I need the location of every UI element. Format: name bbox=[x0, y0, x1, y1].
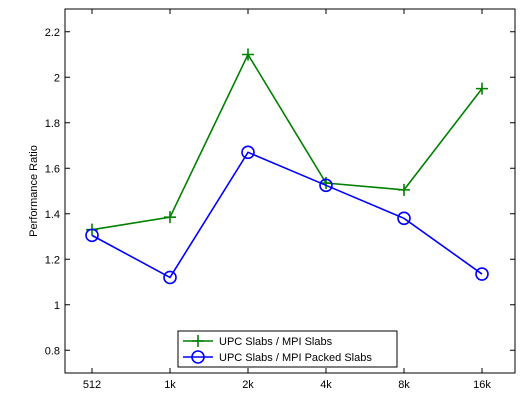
data-point bbox=[242, 48, 254, 61]
data-point bbox=[476, 82, 488, 95]
data-point bbox=[163, 270, 177, 285]
data-point bbox=[475, 267, 489, 281]
series-layer bbox=[85, 48, 489, 285]
plot-area bbox=[64, 8, 516, 374]
x-tick-label: 1k bbox=[164, 379, 176, 391]
legend-marker bbox=[192, 335, 204, 347]
y-tick-label: 1.4 bbox=[45, 209, 60, 221]
x-tick-label: 4k bbox=[320, 379, 332, 391]
y-tick-label: 2.2 bbox=[45, 27, 60, 39]
legend-label: UPC Slabs / MPI Packed Slabs bbox=[219, 352, 372, 364]
x-axis-ticks: 512 1k 2k 4k 8k 16k bbox=[83, 9, 491, 391]
data-point bbox=[241, 145, 255, 160]
y-axis-label: Performance Ratio bbox=[28, 145, 40, 237]
x-tick-label: 8k bbox=[398, 379, 410, 391]
data-point bbox=[397, 211, 411, 226]
data-point bbox=[398, 183, 410, 196]
legend-entry: UPC Slabs / MPI Slabs bbox=[183, 335, 333, 348]
x-tick-label: 16k bbox=[473, 379, 491, 391]
data-point bbox=[164, 211, 176, 224]
x-tick-label: 512 bbox=[83, 379, 101, 391]
series-1 bbox=[86, 48, 488, 236]
legend-entry: UPC Slabs / MPI Packed Slabs bbox=[183, 350, 372, 364]
legend: UPC Slabs / MPI Slabs UPC Slabs / MPI Pac… bbox=[177, 330, 398, 368]
y-axis-ticks: 0.8 1 1.2 1.4 1.6 1.8 2 2.2 bbox=[45, 27, 515, 357]
y-tick-label: 1.8 bbox=[45, 118, 60, 130]
y-tick-label: 1 bbox=[54, 300, 60, 312]
y-tick-label: 0.8 bbox=[45, 345, 60, 357]
y-tick-label: 1.2 bbox=[45, 254, 60, 266]
data-point bbox=[85, 228, 99, 243]
legend-marker bbox=[191, 350, 205, 364]
data-point bbox=[319, 178, 333, 193]
series-2 bbox=[85, 145, 489, 285]
legend-label: UPC Slabs / MPI Slabs bbox=[219, 336, 333, 348]
series-line bbox=[91, 52, 483, 231]
y-tick-label: 1.6 bbox=[45, 163, 60, 175]
x-tick-label: 2k bbox=[242, 379, 254, 391]
y-tick-label: 2 bbox=[54, 72, 60, 84]
legend-box bbox=[177, 330, 398, 368]
series-line bbox=[91, 151, 483, 279]
